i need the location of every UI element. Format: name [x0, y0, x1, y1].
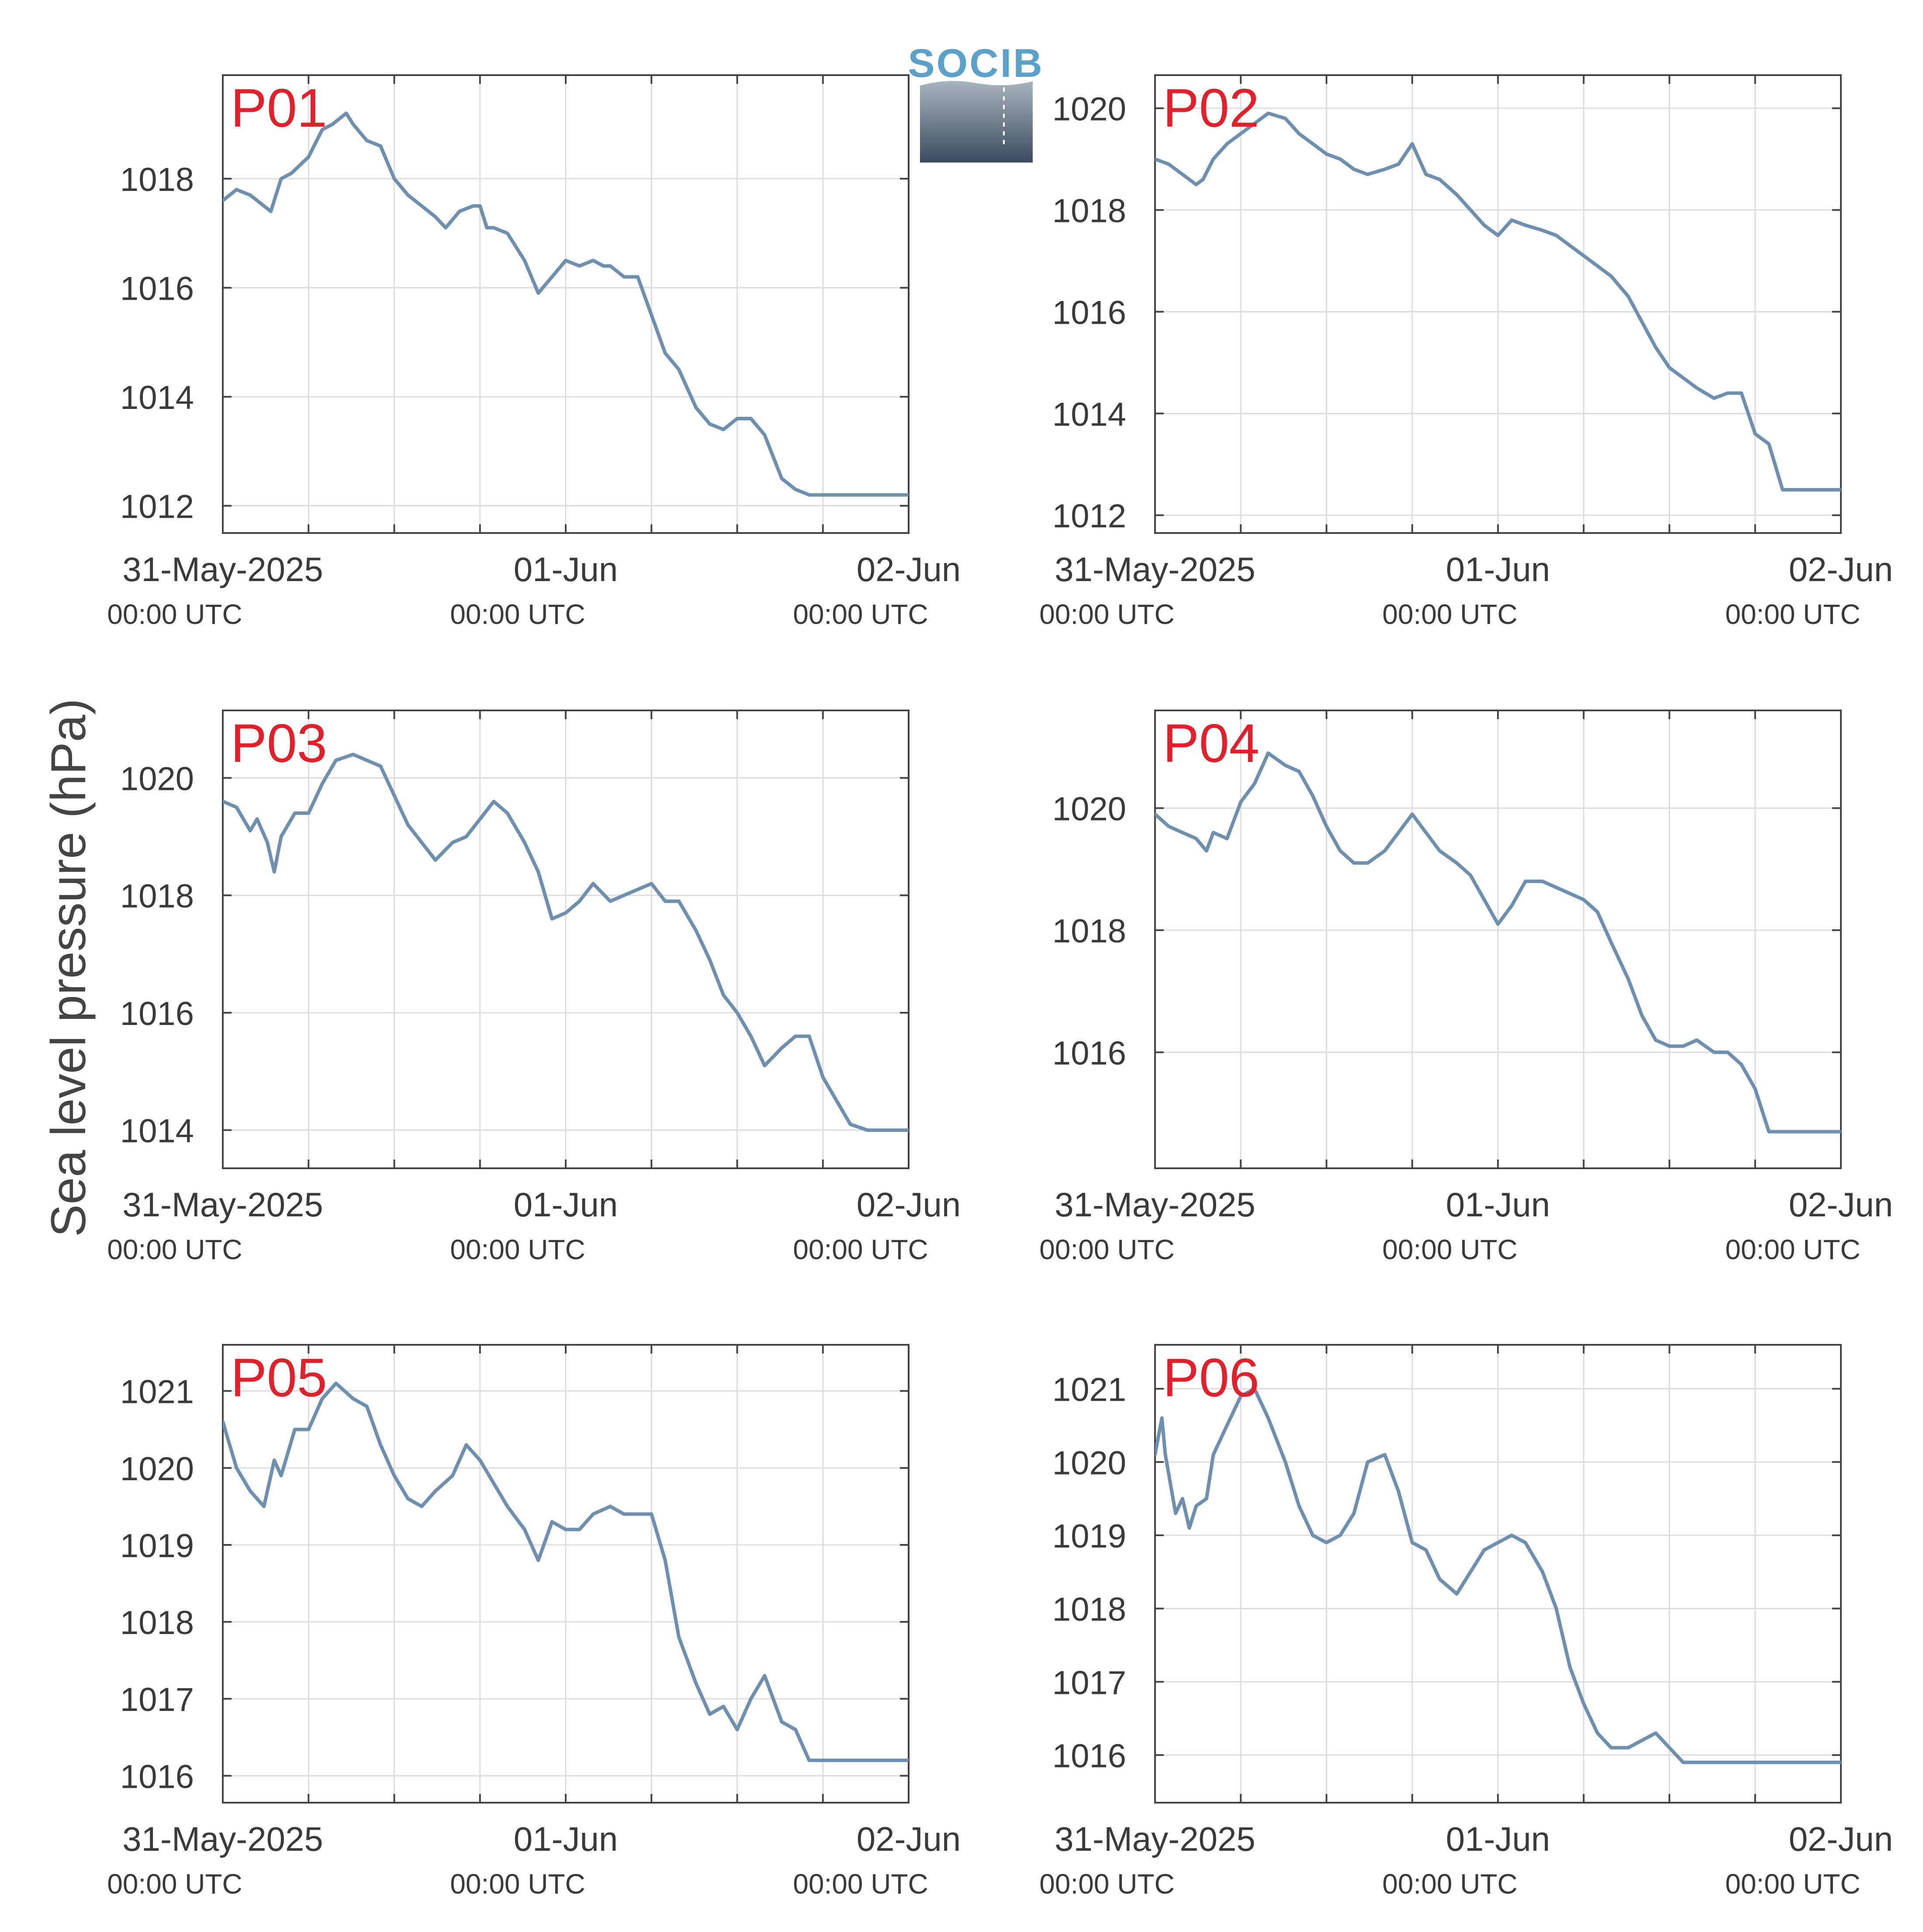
series-line — [223, 752, 909, 1132]
panel-p06: 1016 1017 1018 1019 1020 1021 31-May-2025 00:00… — [1039, 1344, 1893, 1900]
y-tick-label: 1016 — [120, 1758, 194, 1795]
x-tick-label-time: 00:00 UTC — [1382, 599, 1517, 630]
x-tick-label-date: 01-Jun — [514, 1185, 618, 1224]
x-tick-label-date: 02-Jun — [857, 1185, 961, 1224]
y-tick-label: 1012 — [120, 488, 194, 526]
y-tick-label: 1020 — [1052, 91, 1126, 128]
x-tick-label-date: 01-Jun — [514, 550, 618, 589]
y-tick-label: 1018 — [120, 161, 194, 198]
x-tick-label-date: 02-Jun — [857, 550, 961, 589]
x-tick-label-time: 00:00 UTC — [1039, 1868, 1174, 1900]
y-tick-label: 1018 — [1052, 1591, 1126, 1628]
y-tick-label: 1014 — [1052, 396, 1126, 433]
y-tick-label: 1018 — [120, 1604, 194, 1641]
x-tick-label-date: 31-May-2025 — [122, 1185, 323, 1224]
series-line — [1155, 1387, 1841, 1764]
y-tick-label: 1016 — [120, 270, 194, 308]
x-tick-label-time: 00:00 UTC — [1725, 1234, 1860, 1265]
x-tick-label-time: 00:00 UTC — [107, 1868, 242, 1900]
y-tick-label: 1020 — [1052, 791, 1126, 828]
y-tick-label: 1019 — [120, 1527, 194, 1565]
x-tick-label-time: 00:00 UTC — [793, 1868, 928, 1900]
x-tick-label-date: 02-Jun — [1789, 1185, 1893, 1224]
y-tick-label: 1018 — [1052, 913, 1126, 950]
x-tick-label-date: 31-May-2025 — [122, 1820, 323, 1858]
y-tick-label: 1018 — [1052, 193, 1126, 230]
panel-p04: 1016 1018 1020 31-May-2025 00:00 UTC 01-Jun 00… — [1039, 710, 1893, 1265]
y-tick-label: 1021 — [120, 1374, 194, 1411]
panel-p01: 1012 1014 1016 1018 31-May-2025 00:00 UTC 01-J… — [107, 74, 961, 630]
y-tick-label: 1021 — [1052, 1371, 1126, 1409]
x-tick-label-time: 00:00 UTC — [450, 1234, 585, 1265]
x-tick-label-time: 00:00 UTC — [1382, 1234, 1517, 1265]
panel-p02: 1012 1014 1016 1018 1020 31-May-2025 00:00 UTC… — [1039, 74, 1893, 630]
x-tick-label-time: 00:00 UTC — [793, 599, 928, 630]
y-tick-label: 1019 — [1052, 1518, 1126, 1555]
panel-label: P01 — [231, 78, 327, 138]
x-tick-label-date: 01-Jun — [514, 1820, 618, 1858]
x-tick-label-time: 00:00 UTC — [1039, 1234, 1174, 1265]
y-tick-label: 1016 — [1052, 1035, 1126, 1072]
panels: 1012 1014 1016 1018 31-May-2025 00:00 UTC 01-J… — [107, 74, 1893, 1900]
x-tick-label-time: 00:00 UTC — [450, 1868, 585, 1900]
panel-label: P03 — [231, 713, 327, 774]
x-tick-label-date: 31-May-2025 — [122, 550, 323, 589]
x-tick-label-time: 00:00 UTC — [793, 1234, 928, 1265]
y-tick-label: 1014 — [120, 1113, 194, 1150]
panel-label: P06 — [1163, 1348, 1259, 1408]
x-tick-label-date: 01-Jun — [1446, 1185, 1550, 1224]
y-tick-label: 1018 — [120, 878, 194, 915]
series-line — [1155, 751, 1841, 1134]
panel-label: P02 — [1163, 78, 1259, 138]
socib-logo-text: SOCIB — [908, 41, 1044, 86]
panel-p03: 1014 1016 1018 1020 31-May-2025 00:00 UTC 01-J… — [107, 710, 961, 1265]
y-tick-label: 1020 — [120, 761, 194, 798]
x-tick-label-time: 00:00 UTC — [107, 599, 242, 630]
y-tick-label: 1016 — [120, 995, 194, 1032]
series-line — [223, 111, 909, 497]
socib-logo: SOCIB — [908, 41, 1044, 163]
y-tick-label: 1016 — [1052, 294, 1126, 331]
x-tick-label-date: 31-May-2025 — [1055, 1185, 1255, 1224]
socib-logo-wave — [920, 81, 1033, 163]
y-tick-label: 1017 — [1052, 1664, 1126, 1701]
x-tick-label-date: 01-Jun — [1446, 550, 1550, 589]
x-tick-label-date: 01-Jun — [1446, 1820, 1550, 1858]
x-tick-label-date: 02-Jun — [1789, 550, 1893, 589]
y-tick-label: 1017 — [120, 1681, 194, 1718]
y-axis-label: Sea level pressure (hPa) — [41, 699, 96, 1237]
x-tick-label-date: 31-May-2025 — [1055, 550, 1255, 589]
series-line — [1155, 111, 1841, 492]
x-tick-label-date: 02-Jun — [857, 1820, 961, 1858]
y-tick-label: 1020 — [1052, 1444, 1126, 1482]
x-tick-label-date: 31-May-2025 — [1055, 1820, 1255, 1858]
panel-p05: 1016 1017 1018 1019 1020 1021 31-May-2025 00:00… — [107, 1344, 961, 1900]
y-tick-label: 1020 — [120, 1451, 194, 1488]
x-tick-label-date: 02-Jun — [1789, 1820, 1893, 1858]
x-tick-label-time: 00:00 UTC — [1725, 1868, 1860, 1900]
series-line — [223, 1381, 909, 1762]
x-tick-label-time: 00:00 UTC — [1725, 599, 1860, 630]
panel-label: P05 — [231, 1348, 327, 1408]
x-tick-label-time: 00:00 UTC — [450, 599, 585, 630]
x-tick-label-time: 00:00 UTC — [1039, 599, 1174, 630]
x-tick-label-time: 00:00 UTC — [107, 1234, 242, 1265]
y-tick-label: 1014 — [120, 379, 194, 416]
y-tick-label: 1016 — [1052, 1738, 1126, 1775]
x-tick-label-time: 00:00 UTC — [1382, 1868, 1517, 1900]
panel-label: P04 — [1163, 713, 1259, 774]
y-tick-label: 1012 — [1052, 498, 1126, 535]
